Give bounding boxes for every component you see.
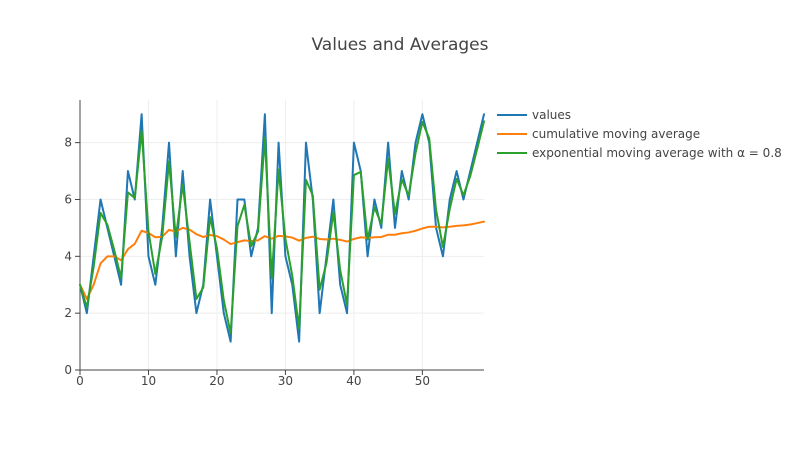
series-lines: [79, 113, 485, 343]
y-tick-label: 4: [64, 249, 72, 263]
legend-label: cumulative moving average: [532, 127, 700, 141]
y-tick-label: 6: [64, 192, 72, 206]
x-tick-label: 10: [141, 374, 156, 388]
x-tick-label: 50: [415, 374, 430, 388]
legend[interactable]: values cumulative moving average exponenti…: [497, 108, 782, 160]
y-tick-label: 2: [64, 306, 72, 320]
chart-title: Values and Averages: [312, 35, 489, 55]
series-line-2: [79, 220, 485, 300]
y-tick-label: 0: [64, 363, 72, 377]
series-line-3: [79, 120, 485, 335]
legend-item-2[interactable]: cumulative moving average: [497, 127, 700, 141]
x-tick-label: 0: [76, 374, 84, 388]
axes: 0 2 4 6 8 0 10 20 30 40 50: [64, 100, 484, 388]
y-tick-label: 8: [64, 136, 72, 150]
x-tick-label: 20: [209, 374, 224, 388]
legend-label: values: [532, 108, 571, 122]
x-tick-label: 30: [278, 374, 293, 388]
legend-item-3[interactable]: exponential moving average with α = 0.8: [497, 146, 782, 160]
legend-label: exponential moving average with α = 0.8: [532, 146, 782, 160]
x-tick-label: 40: [346, 374, 361, 388]
legend-item-1[interactable]: values: [497, 108, 571, 122]
